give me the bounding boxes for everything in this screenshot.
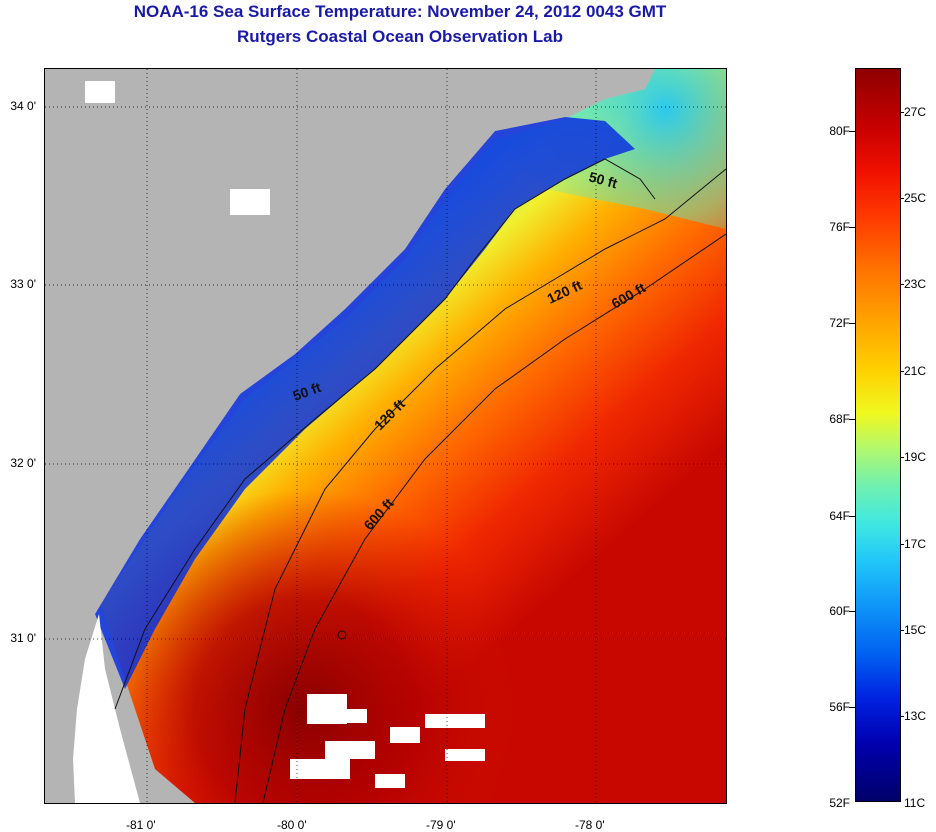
colorbar-tick <box>900 630 904 631</box>
colorbar-tick <box>900 457 904 458</box>
colorbar-tick <box>900 716 904 717</box>
sst-map[interactable]: 50 ft 50 ft 120 ft 120 ft 600 ft 600 ft <box>44 68 727 804</box>
colorbar-tick <box>849 323 855 324</box>
colorbar-tick <box>900 112 904 113</box>
colorbar-label-c: 21C <box>904 364 927 378</box>
graticule <box>45 69 726 803</box>
colorbar-tick <box>900 198 904 199</box>
colorbar-tick <box>849 707 855 708</box>
ocean-hot-region <box>101 69 726 803</box>
cloud-patches <box>85 81 485 788</box>
colorbar-tick <box>900 284 904 285</box>
cloud-patch-sw <box>73 614 140 803</box>
colorbar-label-f: 76F <box>829 220 850 234</box>
lat-label-31: 31 0' <box>10 631 36 645</box>
colorbar-label-c: 15C <box>904 623 927 637</box>
colorbar-label-c: 11C <box>904 796 926 810</box>
colorbar-label-f: 72F <box>829 316 850 330</box>
map-title: NOAA-16 Sea Surface Temperature: Novembe… <box>133 2 667 21</box>
lon-label-79: -79 0' <box>426 818 456 832</box>
lat-label-33: 33 0' <box>10 277 36 291</box>
colorbar-label-c: 25C <box>904 191 927 205</box>
colorbar-label-f: 56F <box>829 700 850 714</box>
colorbar-tick <box>849 227 855 228</box>
land <box>45 69 655 689</box>
temperature-colorbar <box>855 68 901 802</box>
colorbar-label-f: 64F <box>829 509 850 523</box>
colorbar-label-f: 52F <box>829 796 850 810</box>
lon-label-78: -78 0' <box>575 818 605 832</box>
colorbar-label-c: 23C <box>904 277 927 291</box>
colorbar-label-f: 60F <box>829 604 850 618</box>
lon-label-80: -80 0' <box>277 818 307 832</box>
lat-label-34: 34 0' <box>10 99 36 113</box>
contour-120ft <box>234 168 726 803</box>
colorbar-label-f: 68F <box>829 412 850 426</box>
colorbar-label-c: 17C <box>904 537 927 551</box>
colorbar-label-c: 27C <box>904 105 927 119</box>
colorbar-tick <box>849 611 855 612</box>
map-subtitle: Rutgers Coastal Ocean Observation Lab <box>237 27 563 46</box>
contour-600ft <box>262 233 726 803</box>
sst-map-canvas: 50 ft 50 ft 120 ft 120 ft 600 ft 600 ft <box>45 69 726 803</box>
colorbar-tick <box>849 516 855 517</box>
lon-label-81: -81 0' <box>126 818 156 832</box>
colorbar-tick <box>900 544 904 545</box>
colorbar-label-c: 19C <box>904 450 927 464</box>
colorbar-label-f: 80F <box>829 124 850 138</box>
colorbar-tick <box>900 371 904 372</box>
colorbar-tick <box>849 419 855 420</box>
colorbar-label-c: 13C <box>904 709 927 723</box>
contour-label-50ft-ne: 50 ft <box>587 168 619 191</box>
lat-label-32: 32 0' <box>10 456 36 470</box>
contour-50ft <box>114 158 656 710</box>
coastal-cold-band <box>95 117 635 689</box>
colorbar-tick <box>849 131 855 132</box>
